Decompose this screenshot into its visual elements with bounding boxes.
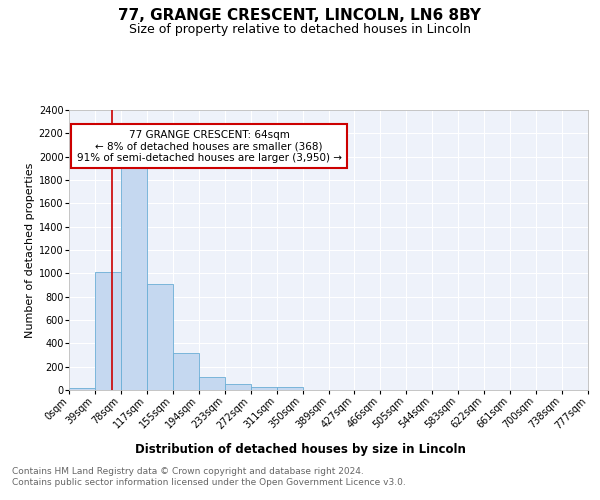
Bar [199, 378, 224, 390]
Bar [95, 272, 121, 390]
Bar [277, 388, 302, 390]
Bar [225, 384, 251, 390]
Text: 77 GRANGE CRESCENT: 64sqm
← 8% of detached houses are smaller (368)
91% of semi-: 77 GRANGE CRESCENT: 64sqm ← 8% of detach… [77, 130, 341, 163]
Bar [147, 284, 173, 390]
Text: Size of property relative to detached houses in Lincoln: Size of property relative to detached ho… [129, 22, 471, 36]
Y-axis label: Number of detached properties: Number of detached properties [25, 162, 35, 338]
Text: Distribution of detached houses by size in Lincoln: Distribution of detached houses by size … [134, 442, 466, 456]
Text: Contains HM Land Registry data © Crown copyright and database right 2024.
Contai: Contains HM Land Registry data © Crown c… [12, 468, 406, 487]
Bar [251, 386, 277, 390]
Text: 77, GRANGE CRESCENT, LINCOLN, LN6 8BY: 77, GRANGE CRESCENT, LINCOLN, LN6 8BY [119, 8, 482, 22]
Bar [173, 352, 199, 390]
Bar [69, 388, 95, 390]
Bar [121, 167, 147, 390]
